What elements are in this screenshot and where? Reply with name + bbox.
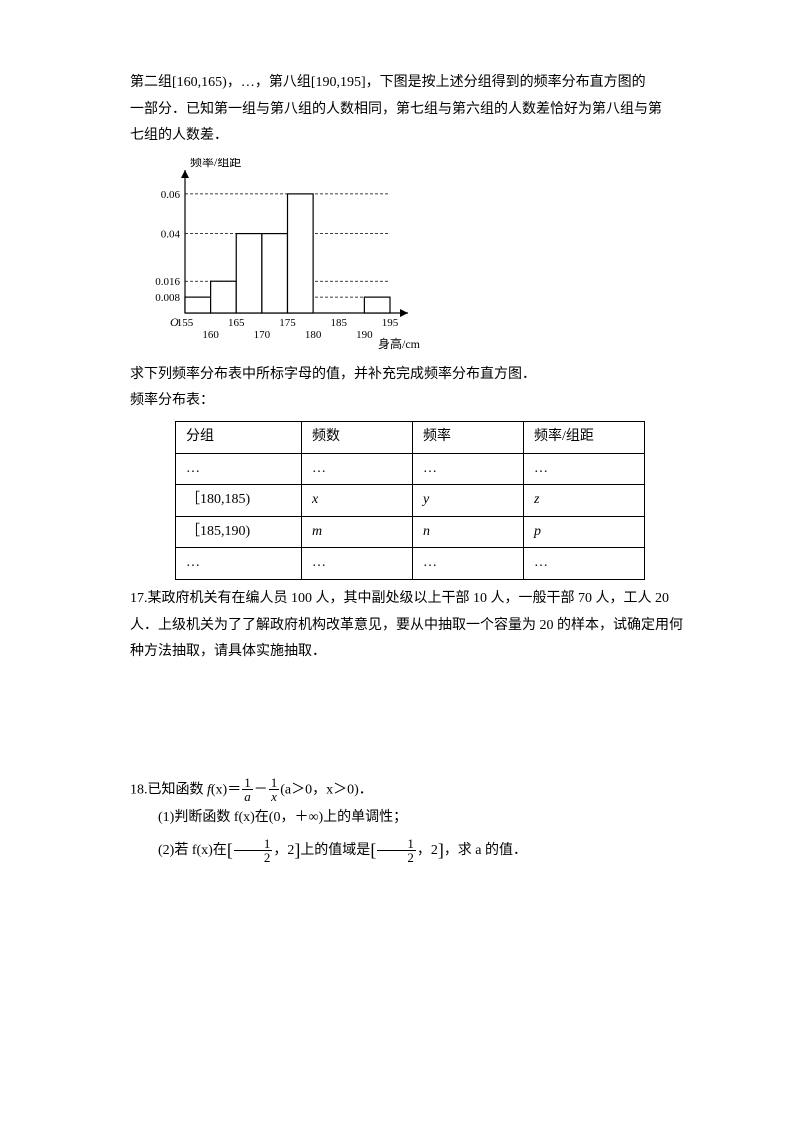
cell: …: [524, 548, 645, 580]
q17-line-1: 17.某政府机关有在编人员 100 人，其中副处级以上干部 10 人，一般干部 …: [130, 586, 690, 613]
q18-prefix: 18.已知函数: [130, 782, 207, 797]
svg-text:190: 190: [356, 329, 373, 341]
intro-line-1: 第二组[160,165)，…，第八组[190,195]，下图是按上述分组得到的频…: [130, 70, 690, 97]
svg-text:170: 170: [254, 329, 271, 341]
frac-1-a: 1a: [242, 776, 253, 804]
th-freq: 频数: [302, 421, 413, 453]
frac-1-x: 1x: [269, 776, 280, 804]
svg-text:0.008: 0.008: [155, 292, 180, 304]
cell: …: [413, 453, 524, 485]
histogram: 频率/组距身高/cmO0.0080.0160.040.0615516517518…: [130, 158, 690, 358]
q18-3c: ，求 a 的值．: [444, 843, 527, 858]
cell: …: [524, 453, 645, 485]
frac-half-1: 12: [234, 837, 273, 865]
cell: …: [176, 453, 302, 485]
intro-line-2: 一部分．已知第一组与第八组的人数相同，第七组与第六组的人数差恰好为第八组与第: [130, 97, 690, 124]
table-title: 频率分布表：: [130, 388, 690, 415]
th-density: 频率/组距: [524, 421, 645, 453]
after-histogram-text: 求下列频率分布表中所标字母的值，并补充完成频率分布直方图．: [130, 362, 690, 389]
table-row: … … … …: [176, 548, 645, 580]
intro-line-3: 七组的人数差．: [130, 123, 690, 150]
cell: ［185,190): [176, 516, 302, 548]
cell: ［180,185): [176, 485, 302, 517]
svg-text:195: 195: [382, 317, 399, 329]
q17-line-3: 种方法抽取，请具体实施抽取．: [130, 639, 690, 666]
cell: p: [524, 516, 645, 548]
svg-text:185: 185: [331, 317, 348, 329]
svg-text:0.06: 0.06: [161, 189, 181, 201]
svg-text:频率/组距: 频率/组距: [190, 158, 241, 169]
th-group: 分组: [176, 421, 302, 453]
frequency-table: 分组 频数 频率 频率/组距 … … … … ［180,185) x y z ［…: [175, 421, 645, 580]
table-row: … … … …: [176, 453, 645, 485]
cell: …: [413, 548, 524, 580]
cell: y: [413, 485, 524, 517]
cell: m: [302, 516, 413, 548]
svg-text:165: 165: [228, 317, 245, 329]
q18-line-3: (2)若 f(x)在[12，2]上的值域是[12，2]，求 a 的值．: [130, 832, 690, 868]
q18-line-2: (1)判断函数 f(x)在(0，＋∞)上的单调性；: [130, 804, 690, 832]
svg-text:155: 155: [177, 317, 194, 329]
fx-arg: (x)＝: [211, 782, 241, 797]
table-header-row: 分组 频数 频率 频率/组距: [176, 421, 645, 453]
frac-half-2: 12: [377, 837, 416, 865]
table-row: ［185,190) m n p: [176, 516, 645, 548]
table-row: ［180,185) x y z: [176, 485, 645, 517]
blank-space: [130, 666, 690, 776]
minus: －: [254, 782, 268, 797]
cell: …: [176, 548, 302, 580]
svg-text:180: 180: [305, 329, 322, 341]
svg-text:0.04: 0.04: [161, 228, 181, 240]
th-rate: 频率: [413, 421, 524, 453]
cell: z: [524, 485, 645, 517]
svg-text:身高/cm: 身高/cm: [378, 336, 421, 351]
q18-3b: 上的值域是: [300, 843, 370, 858]
q18-line-1: 18.已知函数 f(x)＝1a－1x(a＞0，x＞0)．: [130, 776, 690, 804]
svg-text:175: 175: [279, 317, 296, 329]
cell: …: [302, 548, 413, 580]
svg-text:160: 160: [202, 329, 219, 341]
q18-cond: (a＞0，x＞0)．: [280, 782, 373, 797]
cell: n: [413, 516, 524, 548]
cell: …: [302, 453, 413, 485]
cell: x: [302, 485, 413, 517]
svg-text:0.016: 0.016: [155, 276, 180, 288]
q18-3a: (2)若 f(x)在: [158, 843, 227, 858]
q17-line-2: 人．上级机关为了了解政府机构改革意见，要从中抽取一个容量为 20 的样本，试确定…: [130, 613, 690, 640]
